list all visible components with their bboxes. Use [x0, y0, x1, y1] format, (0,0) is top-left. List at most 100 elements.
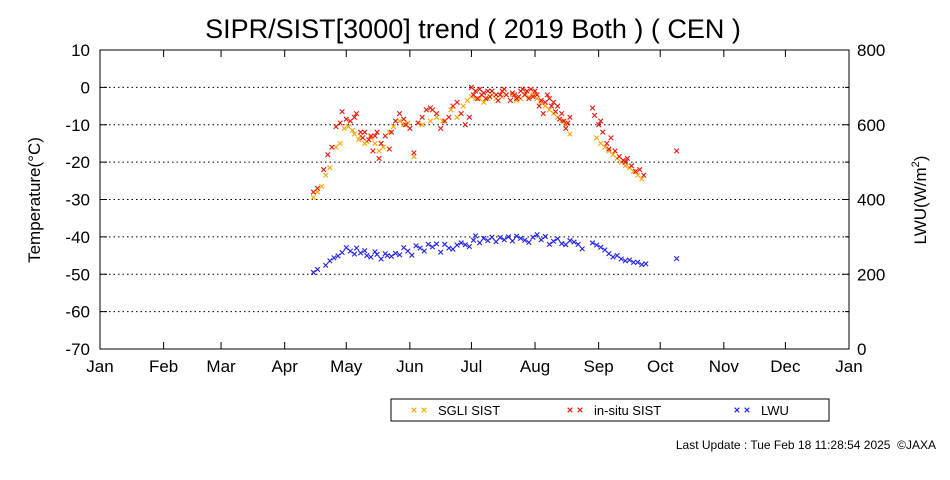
left-tick-label: -40	[65, 228, 90, 247]
left-tick-label: -20	[65, 153, 90, 172]
data-point	[421, 248, 427, 254]
data-point	[634, 172, 641, 178]
data-point	[522, 237, 528, 243]
legend-label: LWU	[761, 403, 789, 418]
data-point	[314, 185, 321, 191]
data-point	[442, 241, 448, 248]
data-point	[310, 194, 317, 201]
data-point	[483, 95, 489, 102]
data-point	[323, 262, 329, 268]
data-point	[359, 135, 366, 141]
data-point	[370, 148, 376, 154]
data-point	[497, 234, 503, 241]
data-point	[542, 233, 548, 240]
right-tick-label: 600	[857, 116, 885, 135]
data-point	[345, 123, 351, 130]
data-point	[641, 172, 647, 178]
data-point	[559, 240, 565, 247]
data-point	[626, 257, 633, 263]
data-point	[505, 234, 512, 240]
series-lwu	[310, 231, 680, 276]
data-point	[374, 129, 380, 135]
data-point	[604, 140, 610, 147]
data-point	[425, 241, 432, 248]
right-axis-title: LWU(W/m2)	[910, 156, 930, 245]
data-point	[476, 86, 483, 92]
data-point	[591, 112, 598, 119]
data-point	[349, 127, 356, 134]
x-tick-label: Sep	[584, 357, 614, 376]
data-point	[411, 150, 417, 156]
data-point	[520, 86, 526, 92]
left-axis-tick-labels: 10 0 -10 -20 -30 -40 -50 -60 -70	[65, 41, 90, 359]
data-point	[554, 236, 561, 242]
data-point	[458, 110, 464, 117]
data-point	[481, 90, 487, 96]
data-point	[673, 255, 680, 262]
last-update-text: Last Update : Tue Feb 18 11:28:54 2025	[675, 438, 891, 452]
data-point	[618, 256, 624, 262]
data-point	[493, 92, 499, 98]
data-point	[442, 118, 448, 124]
data-point	[567, 131, 573, 137]
legend-marker	[734, 407, 740, 413]
left-tick-label: -70	[65, 340, 90, 359]
data-point	[333, 144, 339, 150]
right-tick-label: 200	[857, 265, 885, 284]
data-point	[513, 233, 520, 239]
data-point	[606, 148, 612, 154]
x-tick-label: Jan	[86, 357, 113, 376]
data-point	[382, 133, 388, 139]
x-tick-label: Aug	[520, 357, 550, 376]
data-point	[458, 240, 464, 246]
data-point	[534, 92, 540, 98]
data-point	[511, 92, 518, 98]
data-point	[390, 123, 397, 130]
x-tick-label: Dec	[770, 357, 801, 376]
data-point	[530, 94, 536, 100]
data-point	[536, 103, 542, 109]
data-point	[571, 239, 577, 245]
left-axis-title: Temperature(°C)	[25, 137, 44, 263]
data-point	[538, 97, 544, 104]
legend-marker	[411, 407, 417, 413]
data-point	[376, 155, 382, 162]
data-point	[575, 241, 581, 248]
data-point	[468, 84, 475, 91]
data-point	[559, 110, 565, 117]
data-point	[600, 129, 606, 135]
data-point	[472, 233, 479, 239]
data-point	[323, 172, 329, 178]
data-point	[372, 133, 378, 139]
data-point	[637, 166, 643, 173]
data-point	[403, 122, 409, 128]
data-point	[318, 183, 325, 190]
data-point	[351, 251, 358, 257]
data-point	[485, 88, 491, 94]
data-point	[643, 261, 649, 267]
x-axis-tick-labels: Jan Feb Mar Apr May Jun Jul Aug Sep Oct Nov Dec Jan	[86, 357, 862, 376]
data-point	[327, 258, 333, 264]
data-point	[476, 95, 483, 102]
legend-label: SGLI SIST	[438, 403, 500, 418]
data-point	[462, 242, 468, 248]
right-axis-title-end: )	[911, 156, 930, 162]
data-point	[347, 248, 354, 254]
x-tick-label: Mar	[206, 357, 236, 376]
right-axis-tick-labels: 800 600 400 200 0	[857, 41, 885, 359]
right-tick-label: 400	[857, 191, 885, 210]
data-point	[353, 245, 360, 251]
data-point	[364, 252, 370, 259]
data-point	[413, 243, 419, 249]
legend-marker	[577, 407, 583, 413]
data-point	[437, 249, 444, 255]
data-point	[310, 269, 317, 276]
data-point	[437, 125, 444, 132]
data-point	[563, 125, 569, 132]
data-point	[513, 97, 520, 104]
data-point	[392, 118, 399, 124]
data-point	[341, 125, 347, 132]
data-point	[532, 88, 538, 94]
data-point	[386, 146, 393, 152]
series-sgli-sist	[310, 92, 645, 201]
